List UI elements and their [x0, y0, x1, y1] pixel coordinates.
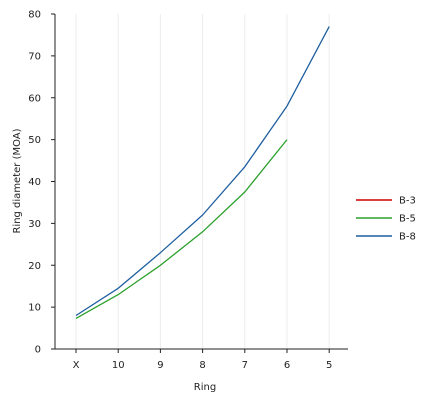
y-tick-label: 20: [28, 261, 41, 272]
legend: B-3 B-5 B-8: [356, 196, 416, 243]
series-lines: [75, 26, 330, 319]
x-tick-label: X: [73, 360, 80, 371]
x-ticks: X 10 9 8 7 6 5: [73, 349, 332, 371]
x-tick-label: 7: [242, 360, 248, 371]
y-tick-label: 0: [35, 345, 41, 356]
legend-label: B-8: [399, 232, 416, 243]
x-tick-label: 6: [284, 360, 290, 371]
x-tick-label: 9: [157, 360, 163, 371]
y-tick-label: 70: [28, 51, 41, 62]
x-tick-label: 5: [326, 360, 332, 371]
axes: [54, 14, 348, 350]
y-tick-label: 40: [28, 177, 41, 188]
x-tick-label: 10: [112, 360, 125, 371]
y-tick-label: 30: [28, 219, 41, 230]
grid-lines: [75, 14, 330, 349]
series-line-b-8: [75, 26, 330, 317]
legend-label: B-3: [399, 196, 416, 207]
y-tick-label: 50: [28, 135, 41, 146]
legend-label: B-5: [399, 214, 416, 225]
x-tick-label: 8: [199, 360, 205, 371]
x-axis-label: Ring: [194, 382, 216, 393]
y-tick-label: 60: [28, 93, 41, 104]
y-tick-label: 80: [28, 10, 41, 21]
y-tick-label: 10: [28, 303, 41, 314]
y-axis-label: Ring diameter (MOA): [12, 128, 23, 233]
series-line-b-5: [75, 139, 288, 319]
y-ticks: 0 10 20 30 40 50 60 70 80: [28, 10, 55, 356]
